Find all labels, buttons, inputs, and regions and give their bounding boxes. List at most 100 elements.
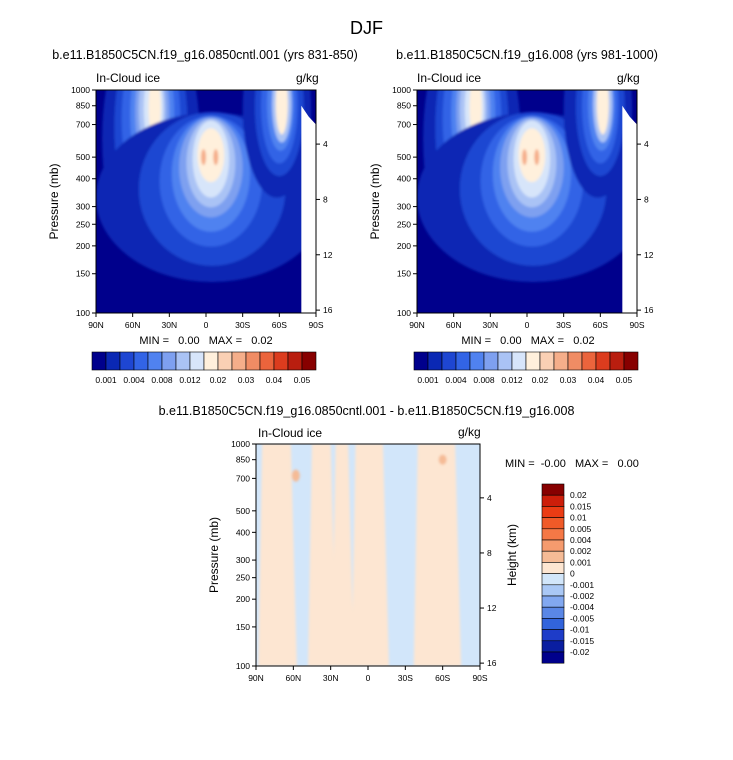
colorbar-swatch — [541, 550, 565, 563]
y-tick-label: 250 — [76, 219, 90, 229]
colorbar-label: -0.015 — [570, 636, 594, 646]
y-axis-label: Pressure (mb) — [47, 163, 61, 239]
x-tick-label: 0 — [525, 320, 530, 330]
x-tick-label: 30S — [398, 673, 413, 683]
colorbar-swatch — [147, 351, 163, 371]
y-tick-label: 850 — [76, 101, 90, 111]
colorbar-label: 0.008 — [473, 375, 495, 385]
contour-level — [518, 128, 546, 183]
colorbar-label: 0.001 — [95, 375, 117, 385]
x-tick-label: 30S — [235, 320, 250, 330]
colorbar-swatch — [245, 351, 261, 371]
x-tick-label: 60S — [272, 320, 287, 330]
colorbar-swatch — [427, 351, 443, 371]
colorbar-swatch — [273, 351, 289, 371]
contour-peak — [438, 454, 447, 465]
colorbar-swatch — [105, 351, 121, 371]
x-tick-label: 90S — [472, 673, 487, 683]
colorbar-swatch — [541, 494, 565, 507]
colorbar-swatch — [259, 351, 275, 371]
y2-tick-label: 12 — [644, 250, 654, 260]
y-tick-label: 500 — [397, 152, 411, 162]
y2-tick-label: 16 — [487, 658, 497, 668]
contour-level — [351, 444, 389, 666]
y-tick-label: 400 — [76, 174, 90, 184]
panel-2-minmax: MIN = 0.00 MAX = 0.02 — [461, 335, 595, 347]
x-tick-label: 30S — [556, 320, 571, 330]
y-tick-label: 200 — [397, 241, 411, 251]
x-tick-label: 30N — [162, 320, 178, 330]
colorbar-swatch — [541, 629, 565, 642]
topography-mask — [301, 105, 316, 313]
contour-level — [275, 90, 288, 135]
x-tick-label: 30N — [483, 320, 499, 330]
panel-2-right-label: g/kg — [617, 71, 640, 85]
page-title: DJF — [350, 18, 383, 38]
colorbar-label: 0.05 — [294, 375, 311, 385]
y-tick-label: 1000 — [392, 85, 411, 95]
colorbar-label: 0.002 — [570, 546, 592, 556]
colorbar-label: -0.001 — [570, 580, 594, 590]
y2-tick-label: 8 — [644, 194, 649, 204]
y-tick-label: 100 — [76, 308, 90, 318]
panel-1-colorbar: 0.001 0.004 0.008 0.012 0.02 0.03 0.04 0.05 — [91, 351, 317, 385]
contour-level — [258, 444, 297, 666]
panel-2-left-label: In-Cloud ice — [417, 71, 482, 85]
colorbar-swatch — [161, 351, 177, 371]
contour-peak — [522, 149, 528, 166]
contour-level — [331, 444, 355, 666]
y2-tick-label: 12 — [487, 603, 497, 613]
x-tick-label: 60N — [125, 320, 141, 330]
x-tick-label: 60N — [446, 320, 462, 330]
colorbar-swatch — [441, 351, 457, 371]
colorbar-label: 0.02 — [532, 375, 549, 385]
y2-axis-label: Height (km) — [505, 524, 519, 586]
colorbar-swatch — [541, 651, 565, 664]
colorbar-label: 0.012 — [179, 375, 201, 385]
y2-tick-label: 16 — [644, 305, 654, 315]
x-tick-label: 60N — [286, 673, 302, 683]
x-tick-label: 90S — [629, 320, 644, 330]
colorbar-swatch — [553, 351, 569, 371]
panel-1-right-label: g/kg — [296, 71, 319, 85]
panel-2-chart: 100 150 200 250 300 400 500 700 850 1000 90N 60N 30N… — [368, 85, 654, 330]
colorbar-swatch — [287, 351, 303, 371]
colorbar-swatch — [595, 351, 611, 371]
x-tick-label: 90S — [308, 320, 323, 330]
y-tick-label: 100 — [236, 661, 250, 671]
y2-tick-label: 4 — [644, 139, 649, 149]
y2-tick-label: 4 — [487, 493, 492, 503]
x-tick-label: 90N — [409, 320, 425, 330]
y-tick-label: 200 — [236, 594, 250, 604]
contour-peak — [291, 469, 300, 482]
y-tick-label: 1000 — [231, 439, 250, 449]
colorbar-swatch — [119, 351, 135, 371]
colorbar-label: 0.004 — [445, 375, 467, 385]
colorbar-swatch — [455, 351, 471, 371]
panel-2-colorbar: 0.001 0.004 0.008 0.012 0.02 0.03 0.04 0.05 — [413, 351, 639, 385]
y2-tick-label: 12 — [323, 250, 333, 260]
colorbar-label: 0.008 — [151, 375, 173, 385]
panel-3-title: b.e11.B1850C5CN.f19_g16.0850cntl.001 - b… — [158, 404, 575, 418]
colorbar-label: 0.012 — [501, 375, 523, 385]
colorbar-swatch — [541, 528, 565, 541]
colorbar-swatch — [483, 351, 499, 371]
x-tick-label: 90N — [88, 320, 104, 330]
topography-mask — [622, 105, 637, 313]
colorbar-swatch — [133, 351, 149, 371]
colorbar-swatch — [189, 351, 205, 371]
colorbar-label: 0.05 — [616, 375, 633, 385]
colorbar-label: 0.03 — [560, 375, 577, 385]
y-tick-label: 250 — [236, 573, 250, 583]
contour-level — [197, 128, 225, 183]
y2-tick-label: 16 — [323, 305, 333, 315]
colorbar-swatch — [175, 351, 191, 371]
contour-peak — [213, 149, 219, 166]
y-tick-label: 100 — [397, 308, 411, 318]
colorbar-label: 0.004 — [570, 535, 592, 545]
colorbar-label: 0.001 — [570, 557, 592, 567]
colorbar-swatch — [301, 351, 317, 371]
y-tick-label: 500 — [76, 152, 90, 162]
y2-tick-label: 8 — [487, 548, 492, 558]
